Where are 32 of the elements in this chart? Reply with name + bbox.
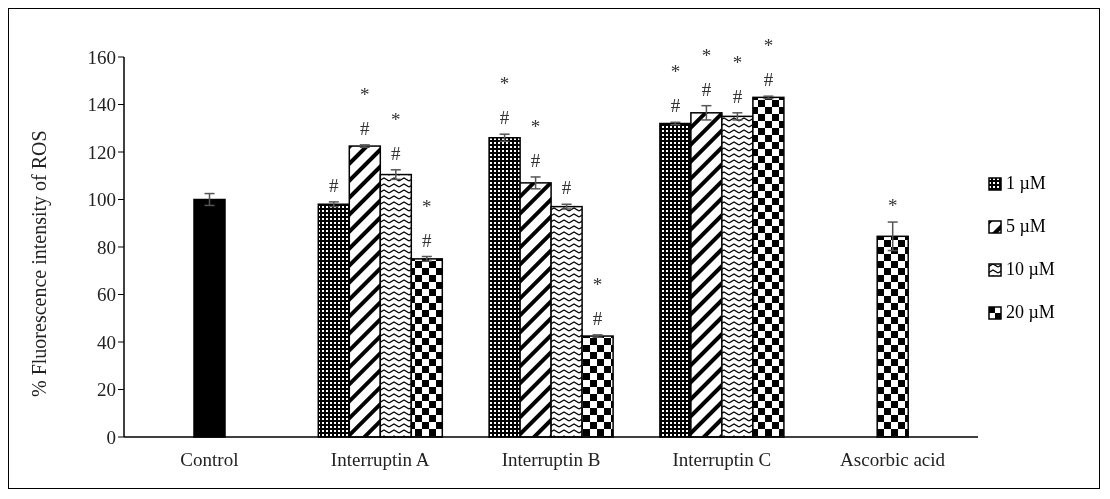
data-label: * # bbox=[422, 195, 433, 251]
data-label: * bbox=[887, 195, 898, 217]
y-tick-label: 140 bbox=[87, 94, 116, 116]
data-label: * # bbox=[732, 51, 743, 107]
legend-label: 10 µM bbox=[1006, 259, 1055, 280]
x-tick-label: Ascorbic acid bbox=[840, 449, 946, 471]
y-tick-label: 40 bbox=[97, 331, 116, 353]
data-label: * # bbox=[360, 83, 371, 139]
y-tick-label: 120 bbox=[87, 141, 116, 163]
data-label: * # bbox=[701, 44, 712, 100]
y-axis-title: % Fluorescence intensity of ROS bbox=[28, 130, 52, 397]
x-tick-label: Control bbox=[180, 449, 239, 471]
data-label: * # bbox=[592, 273, 603, 329]
data-label: * # bbox=[391, 108, 402, 164]
legend-label: 5 µM bbox=[1006, 216, 1046, 237]
y-tick-label: 60 bbox=[97, 284, 116, 306]
y-tick-label: 80 bbox=[97, 236, 116, 258]
data-label: * # bbox=[530, 115, 541, 171]
y-tick-label: 0 bbox=[106, 426, 116, 448]
data-label: * # bbox=[763, 35, 774, 91]
y-tick-label: 20 bbox=[97, 379, 116, 401]
y-tick-label: 160 bbox=[87, 46, 116, 68]
data-label: * # bbox=[499, 73, 510, 129]
x-tick-label: Interruptin C bbox=[672, 449, 772, 471]
legend-label: 1 µM bbox=[1006, 173, 1046, 194]
x-tick-label: Interruptin B bbox=[501, 449, 601, 471]
data-label: # bbox=[561, 177, 572, 199]
legend-label: 20 µM bbox=[1006, 302, 1055, 323]
y-tick-label: 100 bbox=[87, 189, 116, 211]
data-label: # bbox=[329, 174, 340, 196]
x-tick-label: Interruptin A bbox=[330, 449, 430, 471]
data-label: * # bbox=[670, 61, 681, 117]
